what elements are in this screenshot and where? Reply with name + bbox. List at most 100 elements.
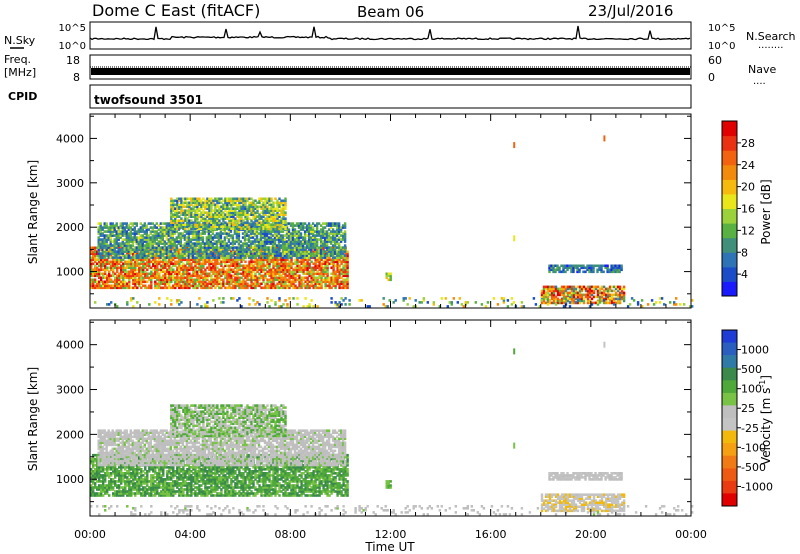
heatmap-cell: [242, 286, 245, 290]
heatmap-cell: [224, 270, 227, 274]
heatmap-cell: [198, 266, 201, 270]
heatmap-cell: [169, 232, 172, 235]
heatmap-cell: [305, 228, 309, 231]
heatmap-cell: [343, 254, 347, 257]
heatmap-cell: [122, 282, 125, 286]
heatmap-cell: [171, 232, 174, 235]
heatmap-cell: [227, 254, 231, 257]
heatmap-cell: [167, 230, 170, 233]
heatmap-cell: [206, 211, 209, 214]
heatmap-cell: [117, 248, 120, 251]
heatmap-cell: [94, 248, 97, 252]
heatmap-cell: [130, 262, 133, 266]
heatmap-cell: [205, 248, 209, 251]
heatmap-cell: [303, 256, 307, 259]
heatmap-cell: [208, 201, 211, 205]
heatmap-cell: [291, 236, 295, 239]
heatmap-cell: [346, 258, 349, 262]
heatmap-cell: [207, 256, 211, 259]
heatmap-cell: [249, 254, 253, 257]
heatmap-cell: [155, 232, 158, 235]
heatmap-cell: [196, 260, 199, 264]
heatmap-cell: [176, 262, 179, 266]
heatmap-cell: [200, 270, 203, 274]
heatmap-cell: [225, 252, 229, 255]
heatmap-cell: [158, 284, 161, 288]
heatmap-cell: [246, 217, 249, 220]
heatmap-cell: [306, 260, 309, 264]
heatmap-cell: [123, 238, 126, 241]
heatmap-cell: [186, 262, 189, 266]
heatmap-cell: [260, 260, 263, 264]
heatmap-cell: [264, 205, 267, 209]
heatmap-cell: [232, 223, 235, 226]
heatmap-cell: [242, 282, 245, 286]
heatmap-cell: [266, 262, 269, 266]
heatmap-cell: [296, 262, 299, 266]
heatmap-cell: [137, 248, 140, 251]
heatmap-cell: [168, 266, 171, 270]
heatmap-cell: [108, 260, 111, 264]
heatmap-cell: [254, 250, 257, 254]
heatmap-cell: [169, 234, 172, 237]
heatmap-cell: [256, 225, 259, 228]
heatmap-cell: [216, 254, 219, 258]
heatmap-cell: [294, 268, 297, 272]
heatmap-cell: [312, 254, 315, 258]
heatmap-cell: [246, 264, 249, 268]
heatmap-cell: [133, 240, 136, 243]
heatmap-cell: [204, 274, 207, 278]
heatmap-cell: [546, 295, 550, 299]
heatmap-cell: [216, 260, 219, 264]
heatmap-cell: [164, 274, 167, 278]
heatmap-cell: [314, 250, 317, 254]
heatmap-cell: [127, 238, 130, 241]
heatmap-cell: [124, 260, 127, 264]
heatmap-cell: [214, 264, 217, 268]
heatmap-cell: [186, 211, 189, 214]
heatmap-cell: [278, 286, 281, 290]
heatmap-cell: [124, 268, 127, 272]
heatmap-cell: [215, 248, 219, 251]
heatmap-cell: [335, 256, 339, 259]
heatmap-cell: [192, 260, 195, 264]
heatmap-cell: [219, 232, 223, 235]
heatmap-cell: [552, 287, 556, 291]
heatmap-cell: [282, 199, 285, 203]
heatmap-cell: [275, 256, 279, 259]
heatmap-cell: [256, 280, 259, 284]
heatmap-cell: [238, 209, 241, 212]
heatmap-cell: [223, 256, 227, 259]
heatmap-cell: [251, 240, 255, 243]
heatmap-cell: [574, 297, 578, 301]
heatmap-cell: [620, 264, 623, 268]
heatmap-cell: [282, 264, 285, 268]
heatmap-cell: [116, 268, 119, 272]
heatmap-cell: [196, 278, 199, 282]
heatmap-cell: [174, 284, 177, 288]
heatmap-cell: [151, 226, 154, 229]
heatmap-cell: [335, 232, 339, 235]
heatmap-cell: [280, 217, 283, 220]
heatmap-cell: [162, 260, 165, 264]
heatmap-cell: [158, 280, 161, 284]
heatmap-cell: [248, 264, 251, 268]
heatmap-cell: [288, 284, 291, 288]
heatmap-cell: [222, 248, 225, 252]
heatmap-cell: [209, 240, 213, 243]
heatmap-cell: [144, 262, 147, 266]
heatmap-cell: [260, 223, 263, 226]
heatmap-cell: [194, 272, 197, 276]
heatmap-cell: [101, 232, 104, 235]
heatmap-cell: [199, 244, 203, 247]
heatmap-cell: [103, 240, 106, 243]
heatmap-cell: [148, 262, 151, 266]
heatmap-cell: [153, 250, 156, 253]
heatmap-cell: [99, 222, 102, 225]
heatmap-cell: [283, 234, 287, 237]
heatmap-cell: [570, 285, 574, 289]
heatmap-cell: [270, 284, 273, 288]
heatmap-cell: [323, 238, 327, 241]
heatmap-cell: [244, 223, 247, 226]
heatmap-cell: [290, 272, 293, 276]
